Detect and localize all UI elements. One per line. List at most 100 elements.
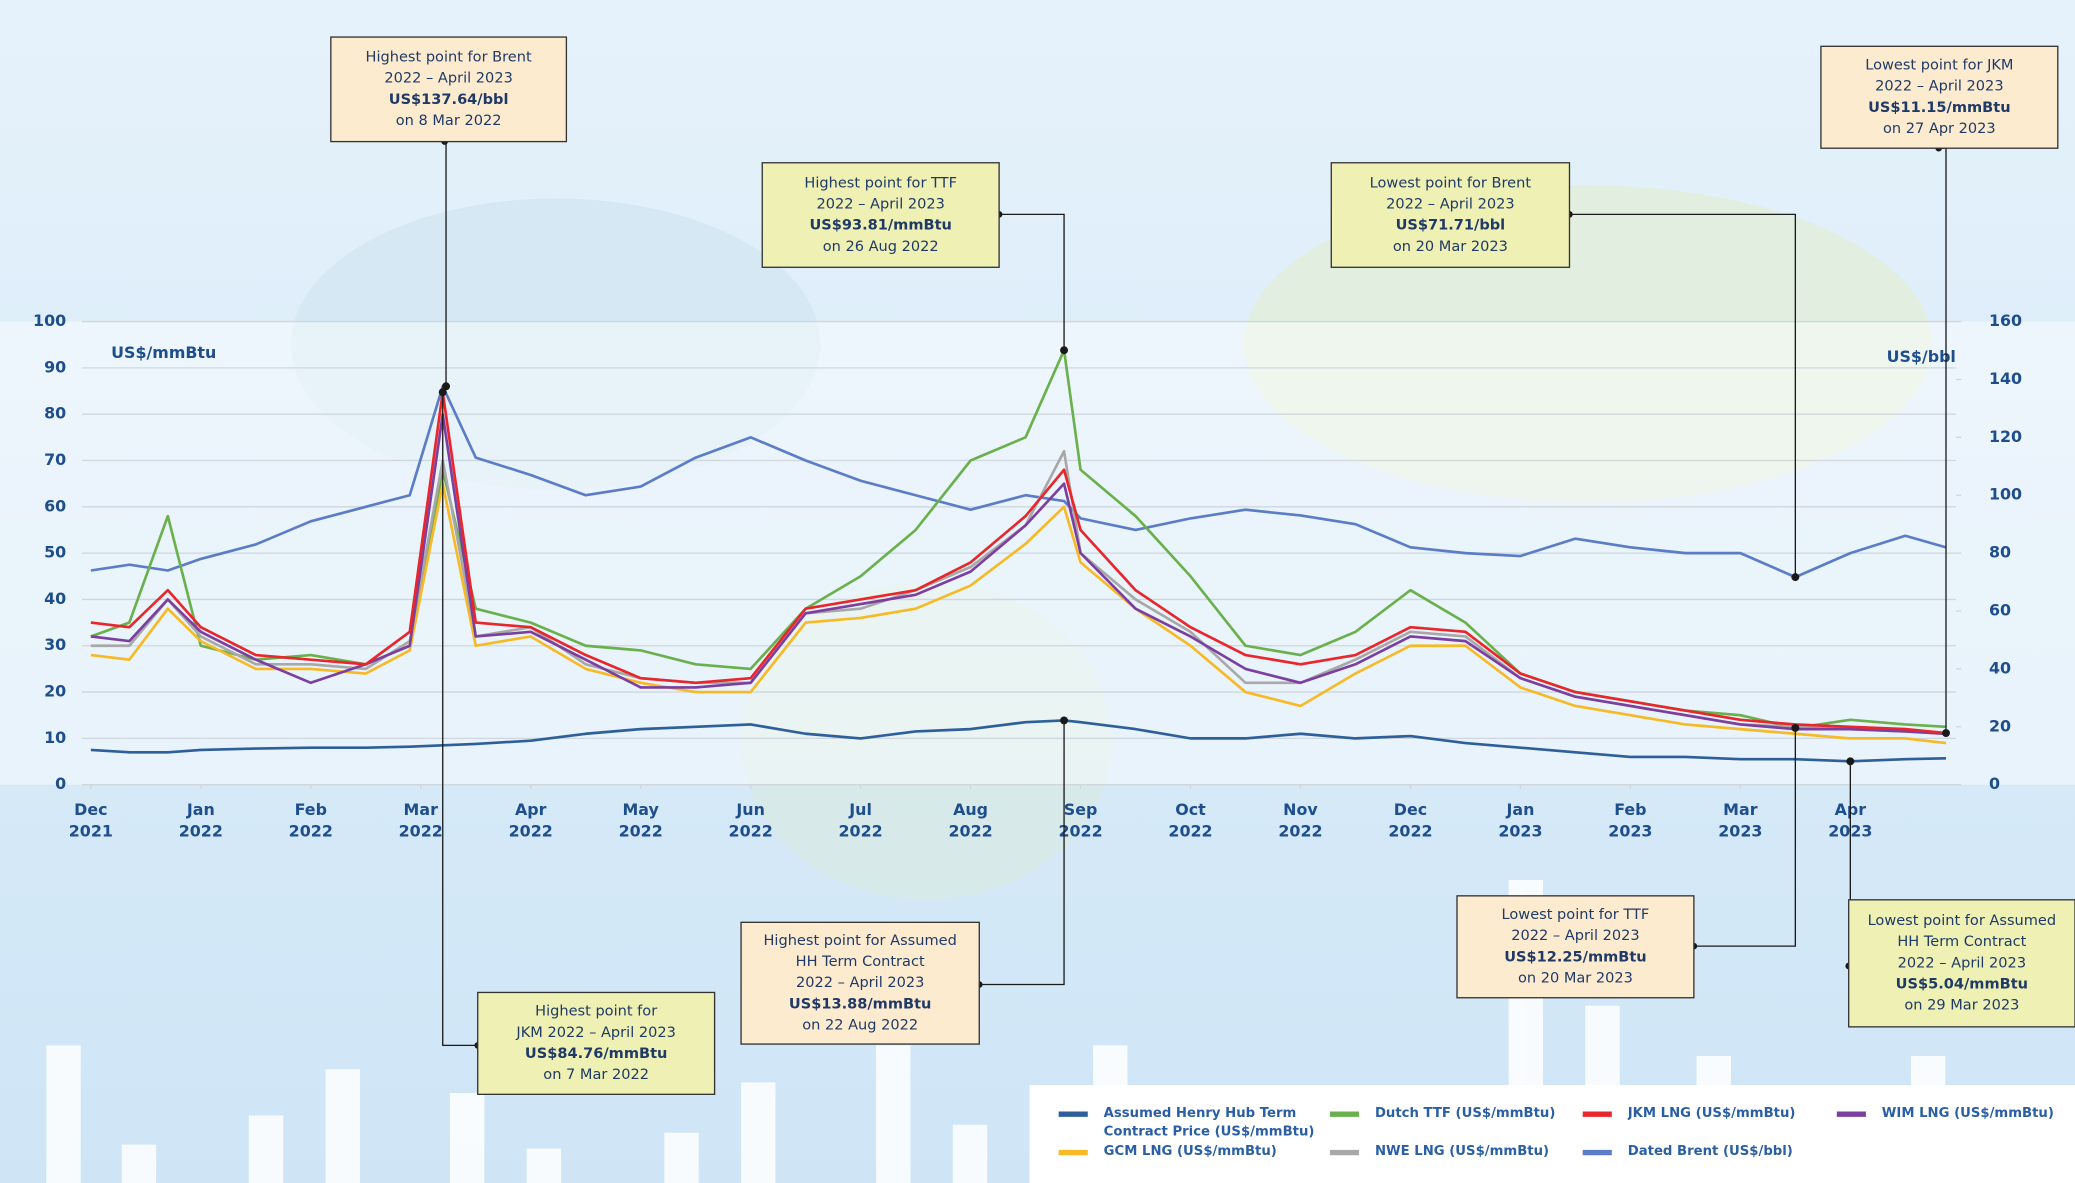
x-tick-label-box: Oct 2022 [1168,801,1212,841]
annotation-point [1846,757,1855,766]
legend-label-box: Assumed Henry Hub Term Contract Price (U… [1103,1106,1315,1140]
annotation-date: on 26 Aug 2022 [823,238,939,255]
y-tick-label: 100 [33,311,66,330]
x-tick-label-box: May 2022 [619,801,663,841]
x-tick-label: Mar 2023 [1718,800,1763,841]
x-tick-label: Jul 2022 [838,800,883,841]
leader-line [1693,727,1797,947]
x-tick-label: Dec 2022 [1388,800,1433,841]
x-tick-label: Feb 2022 [288,800,333,841]
y-tick-label: 10 [44,728,66,747]
y-tick-label: 20 [44,682,66,701]
annotation-box [740,921,980,1045]
x-tick-label-box: Dec 2021 [69,801,113,841]
legend-label-box: NWE LNG (US$/mmBtu) [1374,1144,1550,1160]
legend-label: WIM LNG (US$/mmBtu) [1881,1106,2054,1121]
y-axis-label: US$/mmBtu [111,343,216,362]
legend-box [1029,1085,2075,1183]
annotation-text: 2022 – April 2023 [1875,78,2003,95]
y2-tick-label: 0 [1989,774,2000,793]
y-tick-label: 70 [44,450,66,469]
annotation-value: US$71.71/bbl [1396,217,1506,234]
series-line [90,390,1947,735]
y2-tick-label: 40 [1989,658,2011,677]
legend-label-box: Dated Brent (US$/bbl) [1628,1145,1793,1160]
annotation-text: Highest point for Brent [366,49,532,66]
annotation-value: US$13.88/mmBtu [789,995,931,1012]
annotation-date: on 27 Apr 2023 [1883,120,1996,137]
legend-label-box: JKM LNG (US$/mmBtu) [1627,1106,1796,1121]
y-tick-label: 80 [44,404,66,423]
y2-tick-label: 160 [1989,311,2022,330]
annotation-date: on 8 Mar 2022 [396,112,502,129]
annotation-text: 2022 – April 2023 [816,195,944,212]
x-tick-label-box: Feb 2022 [288,800,333,841]
x-tick-label: Jun 2022 [728,800,773,841]
legend-label: NWE LNG (US$/mmBtu) [1374,1144,1550,1160]
y2-axis-label: US$/bbl [1887,347,1956,366]
y-tick-label: 90 [44,357,66,376]
annotation-point [1060,716,1069,725]
annotation-point [438,388,447,397]
leader-line [979,720,1065,986]
x-tick-label-box: Feb 2023 [1608,800,1653,841]
x-tick-label: Sep 2022 [1058,800,1103,841]
legend-label: JKM LNG (US$/mmBtu) [1627,1106,1796,1121]
annotation-text: Lowest point for JKM [1865,57,2013,74]
annotation-date: on 20 Mar 2023 [1518,970,1633,987]
leader-line [1569,213,1797,578]
annotation-point [1791,723,1800,732]
annotation-text: Lowest point for Brent [1370,174,1532,191]
x-tick-label-box: Dec 2022 [1388,800,1433,841]
legend-label-box: GCM LNG (US$/mmBtu) [1103,1144,1277,1160]
annotation-date: on 22 Aug 2022 [802,1017,918,1034]
y2-tick-label: 80 [1989,543,2011,562]
series-line [90,412,1947,736]
x-tick-label-box: Jan 2022 [178,800,223,841]
annotation-text: 2022 – April 2023 [796,974,924,991]
series-line [90,482,1947,745]
x-tick-label-box: Apr 2022 [508,800,553,841]
x-tick-label-box: Nov 2022 [1278,800,1323,841]
annotation-value: US$93.81/mmBtu [809,217,951,234]
y2-tick-label: 140 [1989,369,2022,388]
annotation-text: 2022 – April 2023 [1511,927,1639,944]
annotation-box [477,991,716,1096]
annotation-point [1791,573,1800,582]
x-tick-label: Feb 2023 [1608,800,1653,841]
x-tick-label: Apr 2022 [508,800,553,841]
annotation-value: US$11.15/mmBtu [1868,99,2010,116]
annotation-text: 2022 – April 2023 [384,70,512,87]
x-tick-label-box: Jan 2023 [1498,800,1543,841]
legend-label-box: WIM LNG (US$/mmBtu) [1881,1106,2054,1121]
annotation-point [442,382,451,391]
annotation-value: US$5.04/mmBtu [1896,976,2028,993]
x-tick-label: Mar 2022 [398,800,443,841]
series-line [90,384,1947,579]
annotation-point [1942,729,1950,738]
y-tick-label: 50 [44,543,66,562]
x-tick-label: Jan 2022 [178,800,223,841]
x-tick-label-box: Mar 2022 [398,800,443,841]
y-tick-label: 0 [55,774,66,793]
x-tick-label: Jan 2023 [1498,800,1543,841]
x-tick-label-box: Jul 2022 [838,800,883,841]
leader-line [442,392,478,1047]
y2-tick-label: 20 [1989,716,2011,735]
x-tick-label: Nov 2022 [1278,800,1323,841]
annotation-box [1456,895,1695,999]
annotation-text: Highest point for [535,1003,657,1020]
y-tick-label: 40 [44,589,66,608]
annotation-value: US$137.64/bbl [389,91,509,108]
y2-tick-label: 60 [1989,601,2011,620]
legend-label: Assumed Henry Hub Term Contract Price (U… [1103,1106,1315,1140]
annotation-box [1848,899,2075,1028]
leader-line [999,213,1065,351]
annotation-value: US$84.76/mmBtu [525,1045,667,1062]
legend-label: GCM LNG (US$/mmBtu) [1103,1144,1277,1160]
annotation-text: Highest point for Assumed [764,932,957,949]
annotation-value: US$12.25/mmBtu [1504,948,1646,965]
